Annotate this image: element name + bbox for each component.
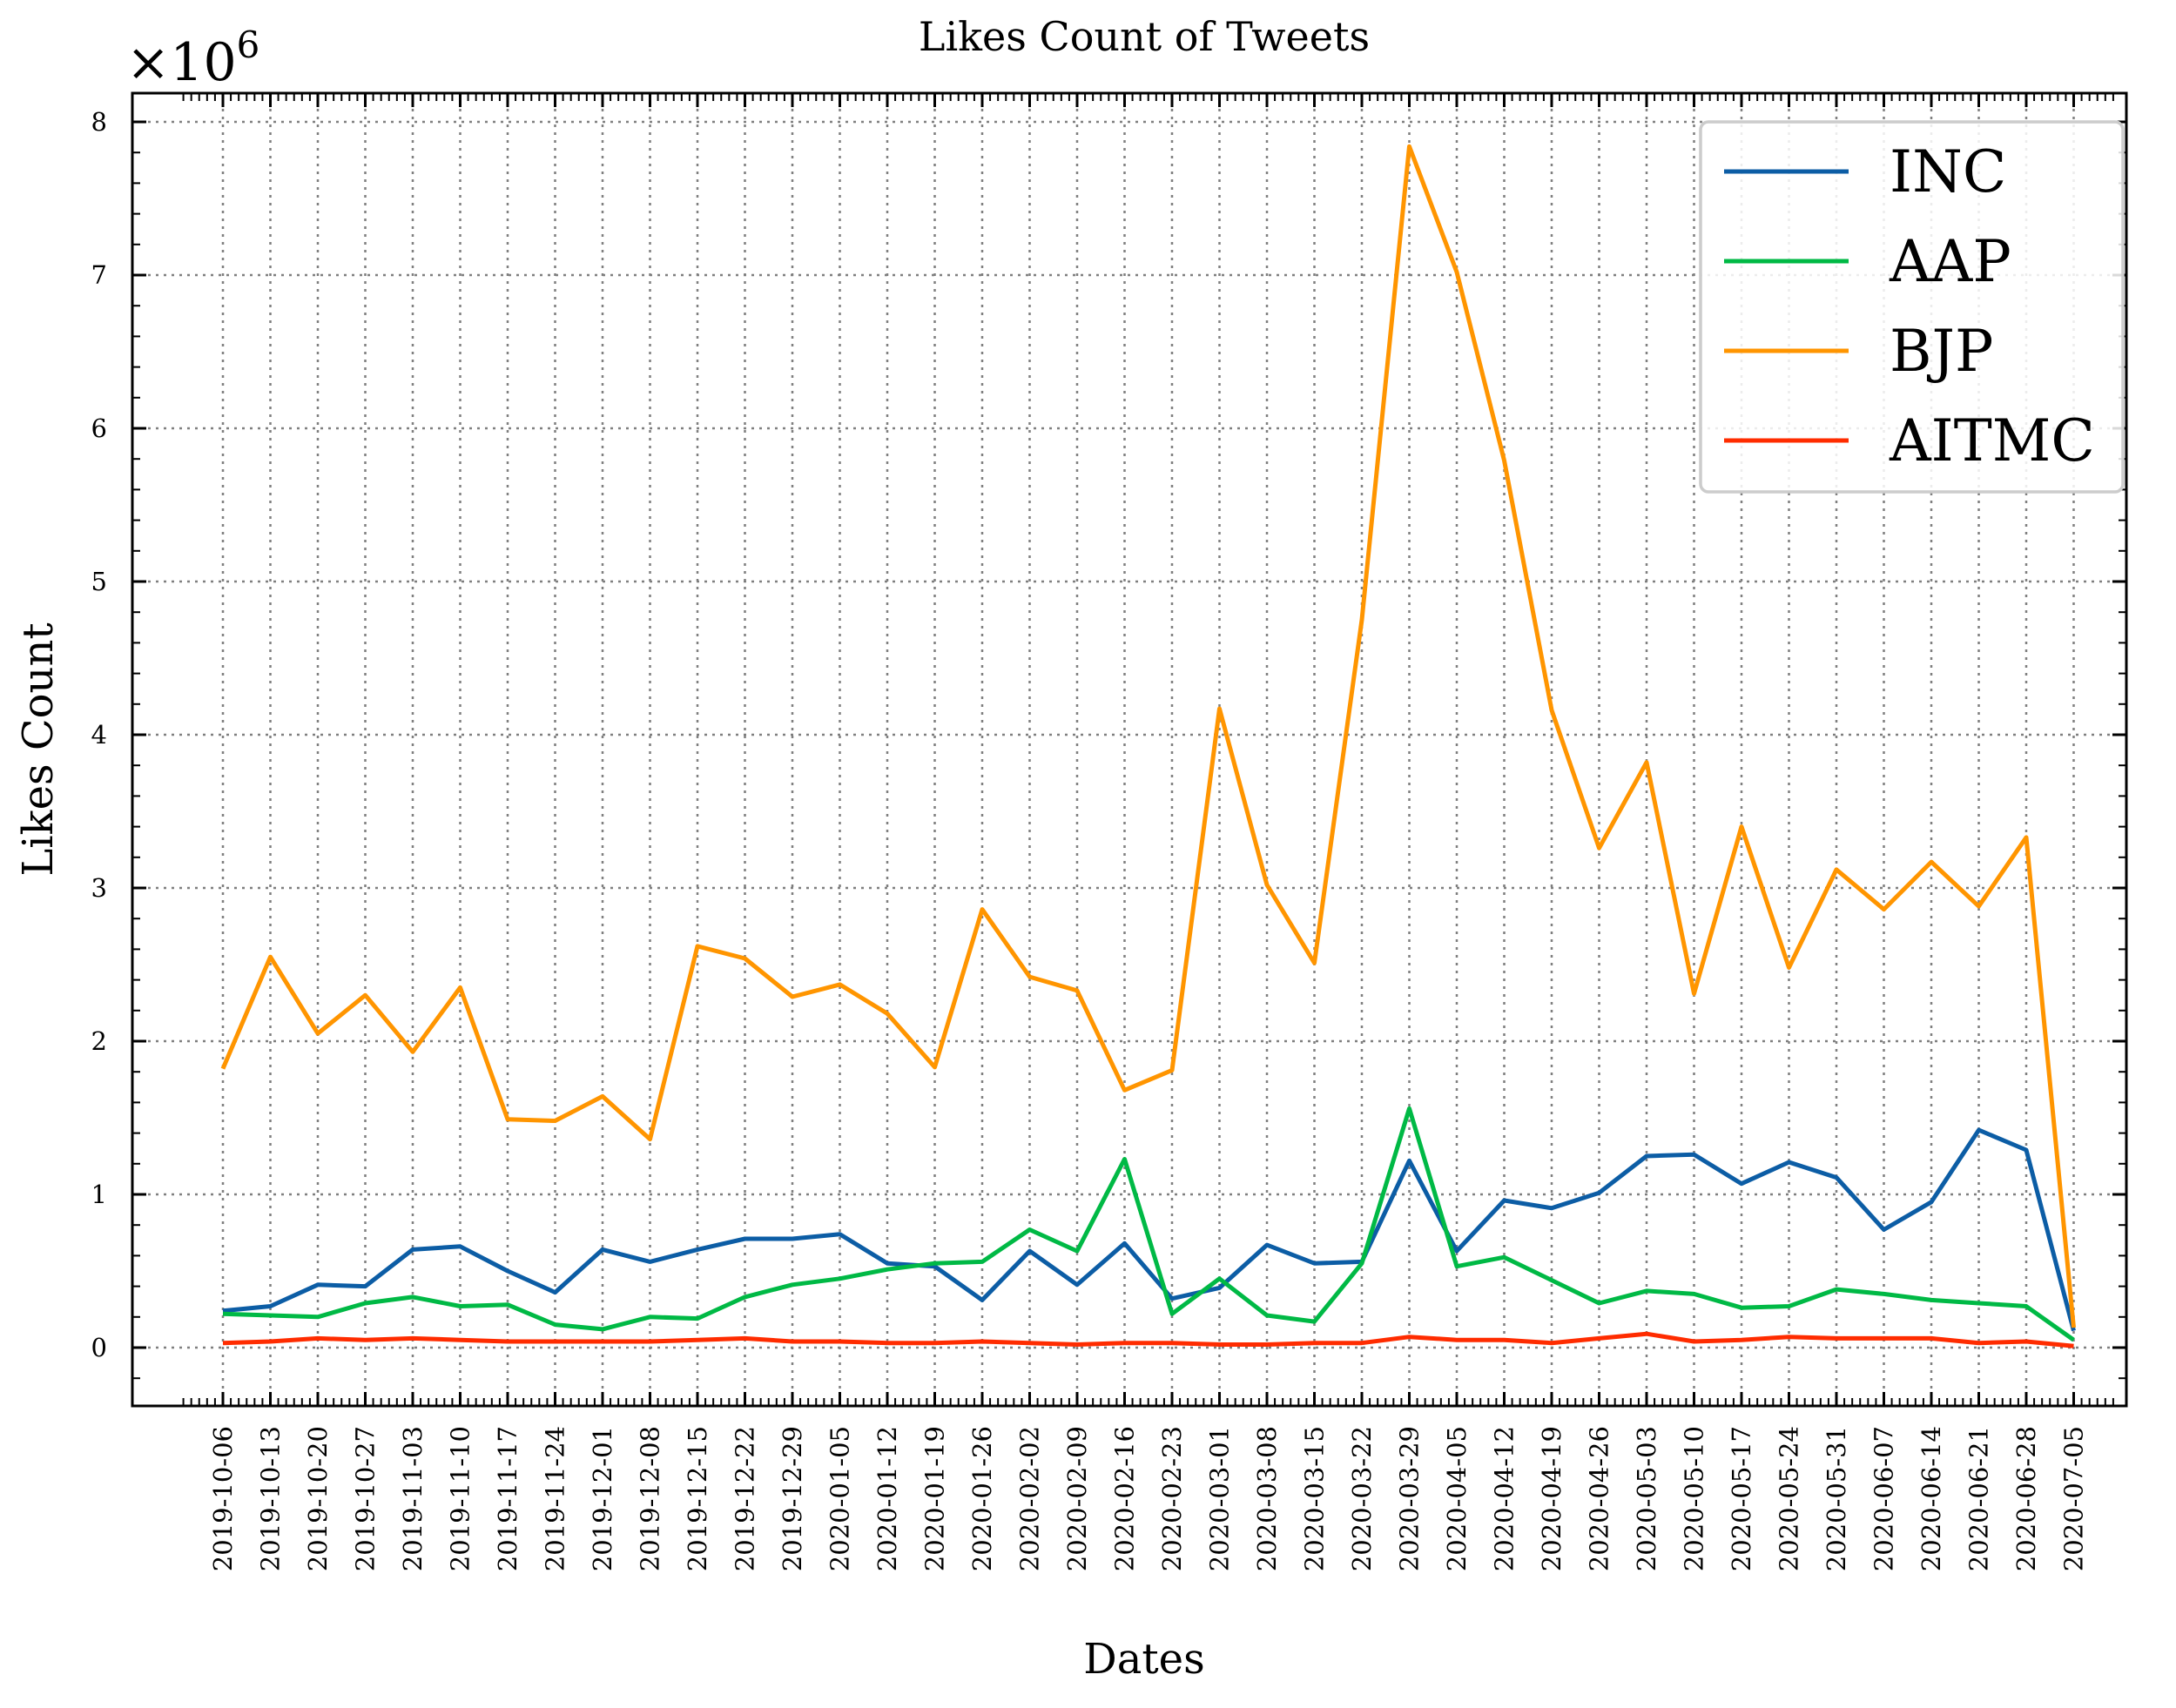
y-tick-labels: 0 1 2 3 4 5 6 7 8 [91,107,107,1362]
x-tick-label: 2020-05-03 [1632,1426,1661,1571]
y-tick-label: 3 [91,873,107,903]
x-tick-label: 2020-02-02 [1015,1426,1045,1571]
y-tick-label: 1 [91,1180,107,1209]
legend: INC AAP BJP AITMC [1699,120,2125,494]
x-axis-title: Dates [1083,1635,1204,1684]
x-tick-label: 2019-11-10 [446,1426,475,1571]
legend-label-aitmc: AITMC [1889,407,2095,474]
series-lines [220,144,2076,1348]
y-tick-label: 7 [91,260,107,290]
x-tick-label: 2019-10-06 [208,1426,238,1571]
y-multiplier: ×106 [126,24,259,93]
x-tick-label: 2020-02-09 [1062,1426,1092,1571]
y-tick-label: 0 [91,1333,107,1362]
x-tick-label: 2020-03-15 [1300,1426,1330,1571]
axis-ticks [132,93,2126,1406]
y-tick-label: 4 [91,720,107,750]
legend-label-bjp: BJP [1890,318,1993,385]
x-tick-label: 2019-10-20 [303,1426,333,1571]
x-tick-label: 2020-04-19 [1537,1426,1566,1571]
legend-label-inc: INC [1890,138,2006,205]
x-tick-label: 2020-06-14 [1917,1426,1946,1571]
x-tick-label: 2019-11-03 [398,1426,428,1571]
x-tick-labels: 2019-10-06 2019-10-13 2019-10-20 2019-10-27… [208,1426,2089,1571]
y-multiplier-base: ×10 [126,32,237,93]
series-line-aitmc [222,1331,2074,1348]
x-tick-label: 2019-10-27 [351,1426,381,1571]
x-tick-label: 2020-07-05 [2059,1426,2089,1571]
x-tick-label: 2020-03-08 [1252,1426,1282,1571]
chart-title: Likes Count of Tweets [919,13,1370,60]
x-tick-label: 2019-12-01 [588,1426,617,1571]
y-axis-title: Likes Count [14,622,63,876]
x-tick-label: 2019-12-22 [731,1426,760,1571]
y-tick-label: 8 [91,107,107,137]
x-tick-label: 2020-02-23 [1157,1426,1187,1571]
x-tick-label: 2020-01-19 [920,1426,950,1571]
x-tick-label: 2020-05-17 [1727,1426,1756,1571]
series-line-inc [222,1127,2076,1332]
x-tick-label: 2019-12-15 [683,1426,712,1571]
x-tick-label: 2020-03-01 [1205,1426,1235,1571]
y-tick-label: 5 [91,567,107,596]
y-tick-label: 6 [91,414,107,443]
x-tick-label: 2020-03-22 [1347,1426,1377,1571]
x-tick-label: 2020-01-26 [967,1426,997,1571]
x-tick-label: 2020-04-05 [1442,1426,1472,1571]
x-tick-label: 2020-06-28 [2011,1426,2041,1571]
x-tick-label: 2020-03-29 [1395,1426,1425,1571]
series-line-aap [222,1106,2075,1342]
x-tick-label: 2020-04-26 [1585,1426,1614,1571]
series-line-bjp [220,144,2076,1328]
plot-frame [131,91,2128,1408]
x-tick-label: 2019-10-13 [256,1426,286,1571]
x-tick-label: 2019-11-17 [493,1426,522,1571]
x-tick-label: 2019-11-24 [541,1426,570,1571]
y-tick-label: 2 [91,1026,107,1056]
x-tick-label: 2020-05-24 [1775,1426,1804,1571]
x-tick-label: 2020-02-16 [1110,1426,1140,1571]
x-tick-label: 2020-04-12 [1490,1426,1519,1571]
legend-box [1699,120,2125,494]
x-tick-label: 2020-06-07 [1869,1426,1899,1571]
x-tick-label: 2019-12-29 [778,1426,807,1571]
x-tick-label: 2020-05-10 [1680,1426,1709,1571]
x-tick-label: 2019-12-08 [636,1426,665,1571]
x-tick-label: 2020-05-31 [1822,1426,1851,1571]
x-tick-label: 2020-01-05 [825,1426,855,1571]
legend-label-aap: AAP [1889,228,2011,295]
y-multiplier-exponent: 6 [237,24,260,66]
x-tick-label: 2020-06-21 [1964,1426,1994,1571]
x-tick-label: 2020-01-12 [872,1426,902,1571]
